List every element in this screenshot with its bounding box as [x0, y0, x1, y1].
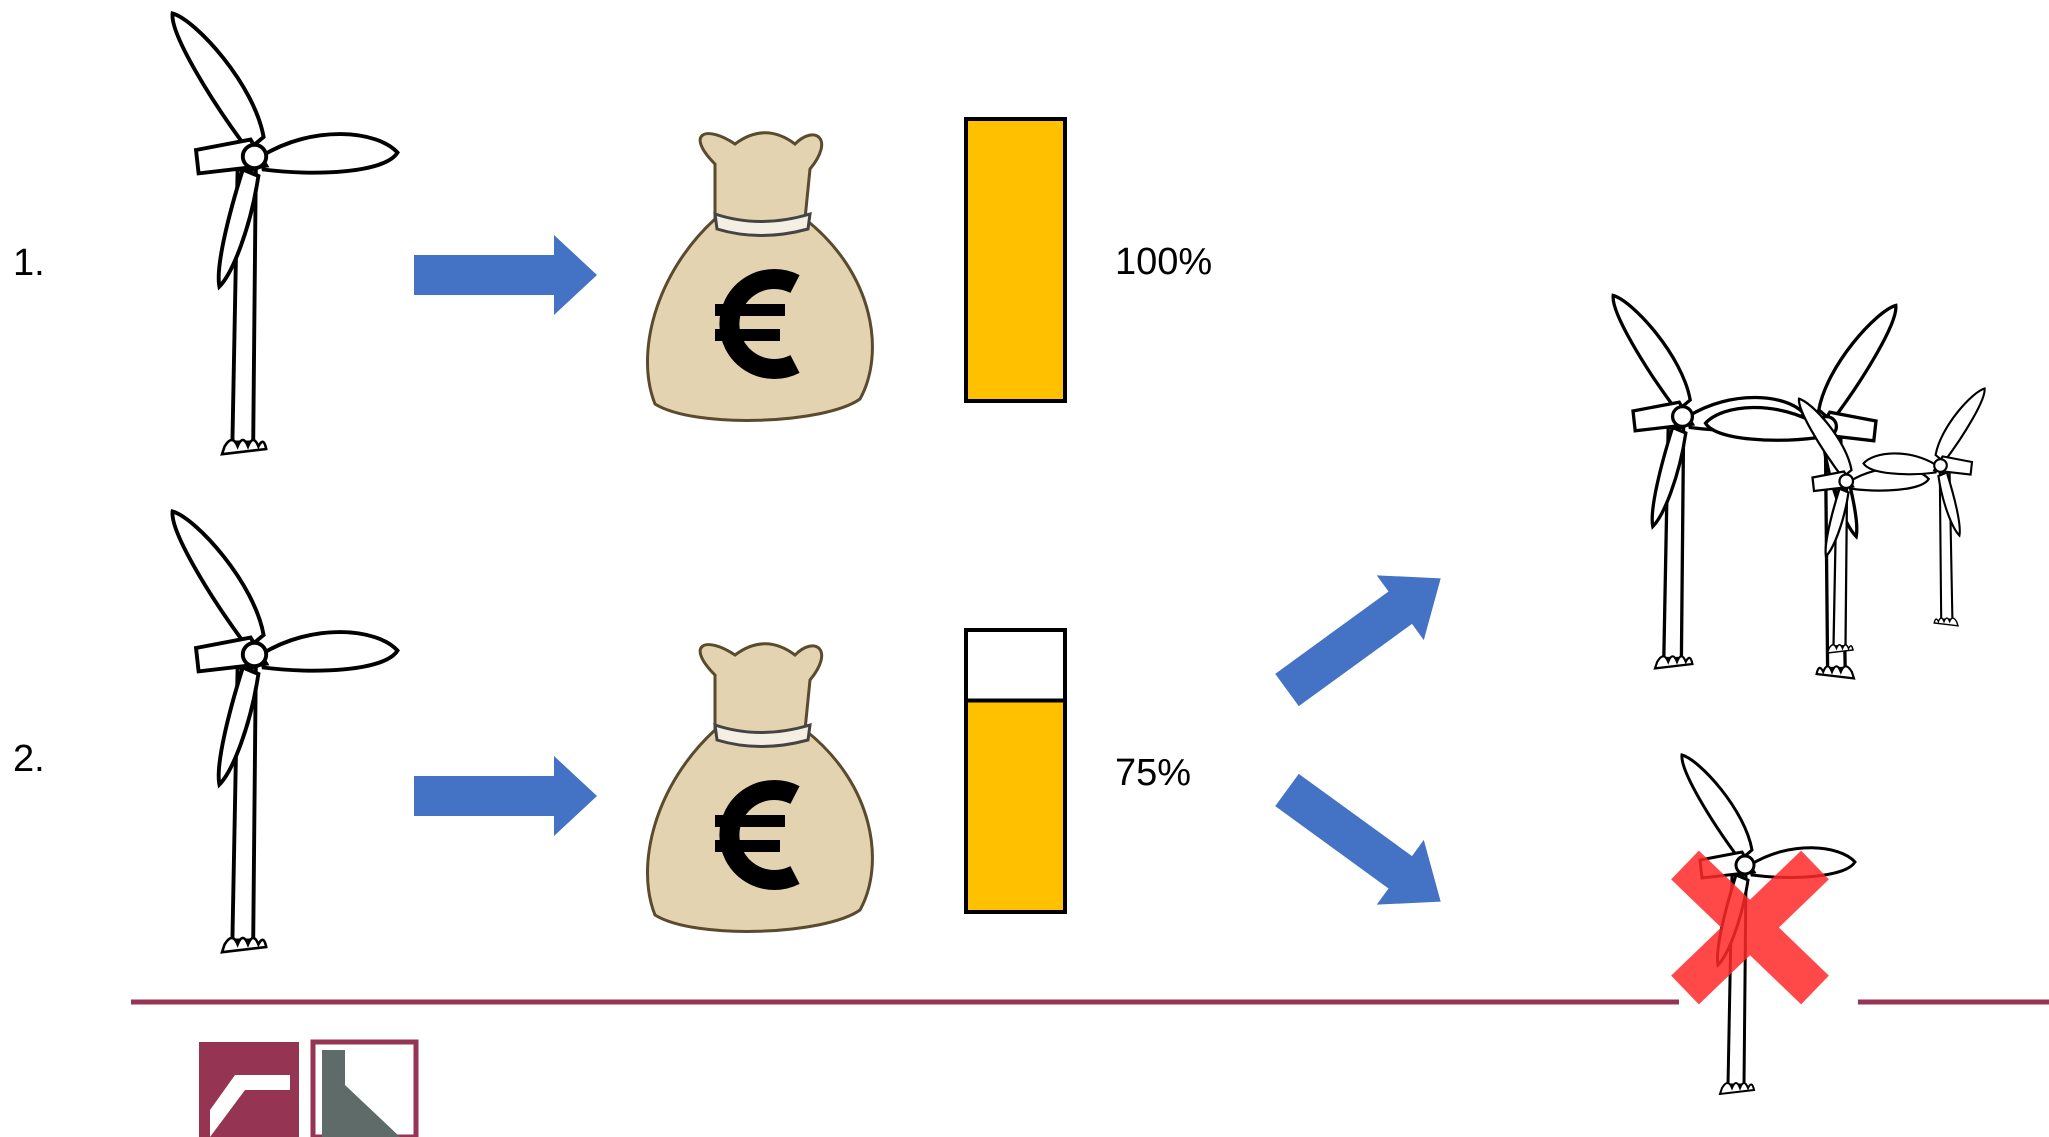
arrow: [1263, 546, 1464, 722]
money-bag: [648, 133, 873, 421]
share-label: 100%: [1115, 241, 1212, 283]
arrow: [414, 756, 597, 836]
arrow: [414, 235, 597, 315]
money-bag: [648, 644, 873, 932]
row-number: 1.: [13, 242, 45, 284]
row-number: 2.: [13, 738, 45, 780]
share-label: 75%: [1115, 752, 1191, 794]
wind-farm: [1613, 296, 1985, 679]
bar-fill: [966, 701, 1065, 913]
logo: [199, 1042, 416, 1137]
turbine-icon: [172, 511, 397, 952]
slide: 1. 100% 2. 75%: [0, 0, 2049, 1137]
arrow: [1263, 758, 1464, 934]
red-cross: [1685, 865, 1815, 990]
turbine-icon: [172, 14, 397, 455]
bar-fill: [966, 119, 1065, 401]
